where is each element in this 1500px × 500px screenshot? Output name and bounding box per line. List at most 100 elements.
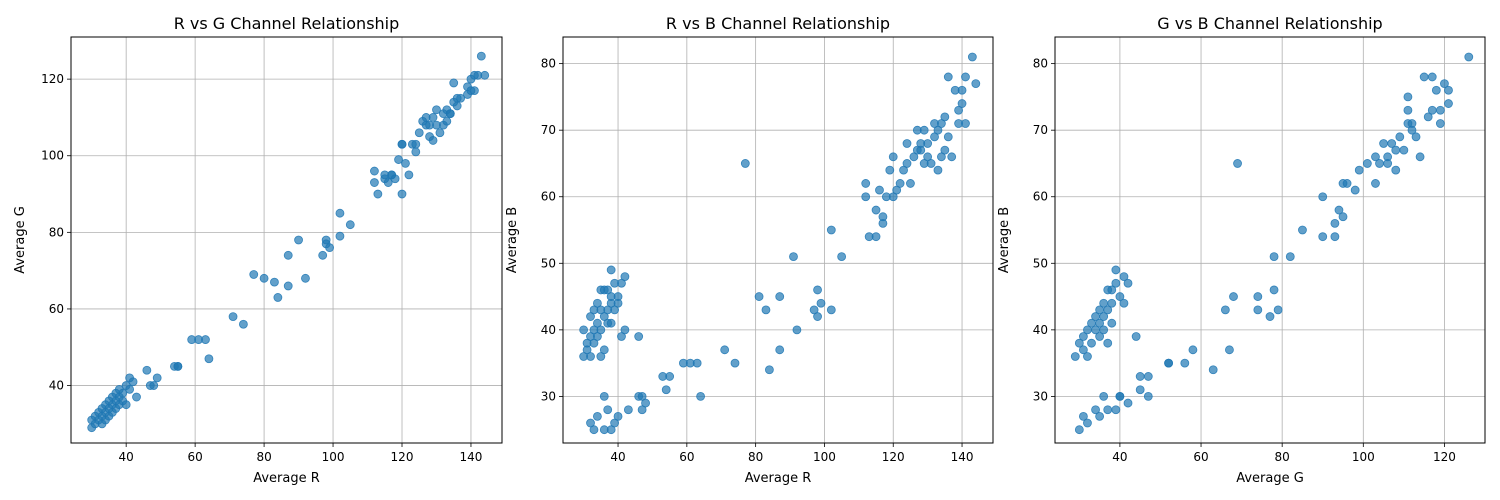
scatter-point	[1265, 312, 1275, 321]
scatter-point	[283, 281, 293, 291]
x-tick-label: 140	[460, 450, 483, 464]
scatter-point	[1083, 352, 1092, 361]
scatter-point	[411, 147, 421, 157]
scatter-point	[1099, 392, 1109, 401]
scatter-point	[826, 225, 836, 235]
scatter-point	[878, 212, 888, 222]
scatter-point	[270, 277, 279, 287]
scatter-point	[1225, 345, 1234, 355]
axes-frame	[562, 36, 994, 444]
scatter-point	[1180, 358, 1190, 368]
scatter-point	[1107, 318, 1117, 328]
scatter-point	[404, 170, 414, 180]
scatter-point	[1143, 392, 1153, 401]
axes-frame	[1054, 36, 1486, 444]
scatter-point	[1078, 345, 1088, 355]
scatter-point	[957, 85, 967, 95]
scatter-point	[885, 165, 895, 175]
scatter-point	[1444, 85, 1453, 95]
scatter-point	[259, 273, 269, 283]
scatter-point	[128, 377, 138, 387]
scatter-point	[149, 381, 159, 390]
scatter-point	[318, 250, 328, 260]
x-tick-label: 100	[322, 450, 345, 464]
scatter-point	[1123, 398, 1133, 408]
scatter-point	[1371, 152, 1380, 162]
scatter-point	[692, 358, 702, 368]
y-tick-label: 80	[1033, 57, 1048, 71]
scatter-point	[875, 185, 884, 195]
scatter-point	[452, 101, 462, 111]
scatter-point	[1111, 265, 1121, 275]
scatter-point	[335, 208, 345, 218]
y-axis-label: Average G	[13, 206, 28, 274]
chart-title: G vs B Channel Relationship	[1157, 14, 1382, 33]
scatter-point	[1095, 332, 1105, 341]
chart-panel-1: 40 60 80 100 120 140 40 60 80 100 120 R vs G Channe…	[13, 14, 503, 486]
scatter-point	[1131, 332, 1141, 341]
scatter-point	[442, 116, 452, 126]
scatter-point	[283, 250, 293, 260]
scatter-point	[1350, 185, 1360, 195]
scatter-point	[1123, 278, 1133, 288]
scatter-point	[1423, 112, 1433, 122]
scatter-point	[961, 119, 970, 128]
scatter-point	[943, 72, 953, 82]
scatter-point	[902, 159, 912, 168]
scatter-point	[1427, 72, 1437, 82]
y-tick-label: 80	[541, 57, 556, 71]
scatter-point	[1074, 338, 1084, 348]
scatter-point	[599, 345, 609, 355]
scatter-point	[204, 354, 214, 364]
x-tick-label: 40	[119, 450, 134, 464]
scatter-point	[1403, 105, 1413, 115]
x-tick-label: 60	[187, 450, 202, 464]
scatter-point	[943, 132, 953, 142]
scatter-point	[926, 159, 936, 168]
scatter-point	[620, 325, 630, 335]
x-tick-label: 80	[256, 450, 271, 464]
scatter-point	[1435, 105, 1445, 115]
scatter-point	[1407, 125, 1417, 135]
scatter-point	[173, 361, 183, 371]
scatter-point	[813, 312, 822, 321]
y-tick-label: 40	[49, 379, 64, 393]
scatter-point	[1229, 292, 1238, 301]
scatter-point	[1444, 99, 1453, 108]
scatter-point	[1431, 85, 1441, 95]
x-tick-label: 60	[679, 450, 694, 464]
y-tick-label: 40	[541, 323, 556, 337]
y-tick-label: 80	[49, 225, 64, 239]
x-axis-label: Average R	[253, 471, 320, 486]
scatter-point	[1135, 372, 1145, 381]
x-tick-label: 100	[1352, 450, 1375, 464]
scatter-point	[1099, 312, 1109, 321]
scatter-series	[87, 51, 490, 433]
scatter-point	[1095, 318, 1105, 328]
scatter-point	[411, 139, 421, 149]
scatter-point	[1143, 372, 1153, 381]
y-tick-label: 30	[541, 389, 556, 403]
scatter-series	[1070, 52, 1474, 435]
scatter-point	[476, 51, 486, 61]
scatter-point	[301, 273, 310, 283]
scatter-point	[579, 325, 589, 335]
scatter-point	[1074, 425, 1084, 435]
scatter-point	[1220, 305, 1230, 315]
scatter-point	[1375, 159, 1384, 168]
scatter-point	[414, 128, 424, 138]
scatter-point	[888, 152, 898, 162]
scatter-point	[1253, 292, 1263, 301]
scatter-point	[1464, 52, 1474, 62]
x-tick-label: 120	[391, 450, 414, 464]
scatter-point	[665, 372, 675, 381]
scatter-point	[1188, 345, 1198, 355]
scatter-point	[394, 155, 403, 164]
scatter-point	[1403, 92, 1413, 102]
scatter-point	[603, 405, 613, 415]
x-tick-label: 40	[610, 450, 625, 464]
scatter-point	[228, 312, 238, 322]
scatter-point	[940, 112, 950, 122]
scatter-point	[967, 52, 977, 62]
